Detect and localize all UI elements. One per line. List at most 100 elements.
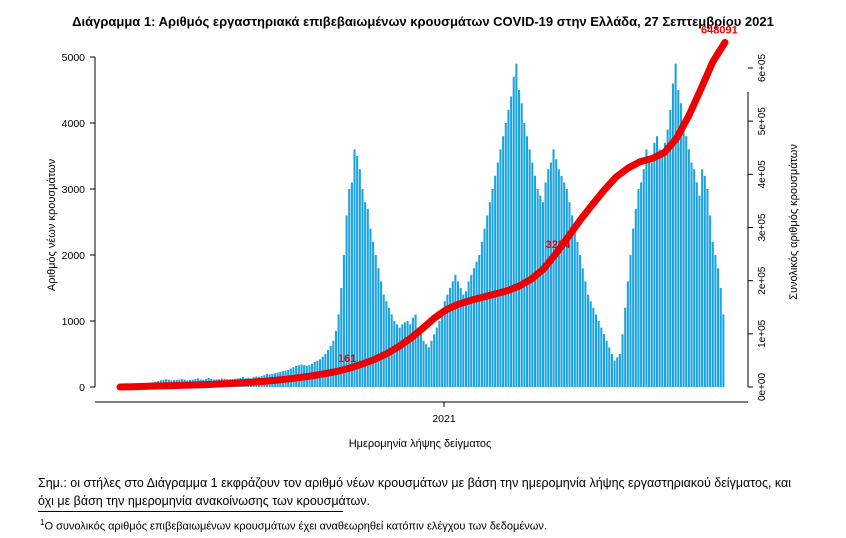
bar: [499, 149, 502, 387]
bar: [398, 327, 401, 387]
footnote-text: Ο συνολικός αριθμός επιβεβαιωμένων κρουσ…: [44, 520, 547, 533]
bar: [563, 182, 566, 387]
bar: [592, 307, 595, 387]
x-axis-label: Ημερομηνία λήψης δείγματος: [349, 438, 492, 450]
bar: [719, 288, 722, 387]
note-text: Σημ.: οι στήλες στο Διάγραμμα 1 εκφράζου…: [38, 476, 792, 508]
bar: [661, 156, 664, 387]
bar: [512, 76, 515, 388]
bar: [698, 195, 701, 387]
bar: [358, 169, 361, 387]
bar: [369, 228, 372, 387]
bar: [581, 268, 584, 387]
bar: [544, 182, 547, 387]
bar: [568, 202, 571, 387]
bar: [626, 281, 629, 387]
bar: [409, 324, 412, 387]
y2-tick-label: 6e+05: [757, 54, 768, 83]
bar: [663, 142, 667, 387]
x-tick-label: 2021: [432, 413, 456, 425]
line-annotation: 3224: [546, 239, 571, 251]
bar: [470, 274, 473, 387]
bar: [682, 123, 685, 387]
bar: [677, 90, 680, 387]
bar: [518, 90, 521, 387]
bar: [441, 311, 444, 387]
bar: [385, 301, 388, 387]
bar: [433, 334, 436, 387]
bar: [560, 175, 563, 387]
cumulative-line: [116, 38, 729, 391]
bar: [711, 241, 714, 387]
bar: [645, 149, 648, 387]
bar: [414, 314, 417, 387]
bar: [555, 159, 558, 387]
bar: [451, 281, 454, 387]
chart-area: 648091 3224 161 0 1000 2000 3000 4000 5000 0e+00…: [46, 24, 800, 450]
y2-tick-label: 4e+05: [757, 160, 768, 189]
bar: [403, 322, 406, 387]
bar: [605, 340, 608, 387]
bar: [475, 261, 478, 387]
bar: [632, 228, 635, 387]
bar: [576, 241, 579, 387]
bar: [329, 346, 332, 387]
bar: [353, 149, 356, 387]
bars-layer: [120, 63, 725, 388]
bar: [533, 175, 536, 387]
footnote-mark: 1: [40, 518, 45, 527]
bar: [624, 307, 627, 387]
bar: [388, 307, 391, 387]
bar: [597, 321, 600, 387]
bar: [459, 288, 462, 387]
bar: [656, 136, 659, 387]
bar: [515, 63, 518, 387]
bar: [520, 103, 523, 387]
y-tick-label: 2000: [62, 250, 86, 262]
bar: [621, 334, 624, 387]
cumulative-line-layer: 648091 3224 161: [116, 24, 738, 391]
bar: [457, 281, 460, 387]
note-underline: [38, 511, 343, 512]
bar: [629, 255, 632, 387]
bar: [693, 169, 696, 387]
bar: [565, 189, 568, 387]
y2-tick-label: 3e+05: [757, 213, 768, 242]
bar: [393, 321, 396, 387]
bar: [709, 215, 712, 387]
bar: [671, 83, 674, 388]
y-tick-label: 0: [79, 382, 85, 394]
bar: [435, 327, 438, 387]
bar: [589, 301, 592, 387]
bar: [640, 182, 643, 387]
bar: [364, 202, 367, 387]
bar: [374, 255, 377, 387]
y-tick-label: 1000: [62, 316, 86, 328]
y2-tick-label: 2e+05: [757, 266, 768, 295]
bar: [507, 109, 510, 388]
bar: [650, 162, 653, 387]
bar: [419, 334, 422, 387]
bar: [395, 324, 399, 387]
bar: [510, 96, 513, 387]
axes-layer: 0 1000 2000 3000 4000 5000 0e+00 1e+05 2e+05 3e+0…: [62, 52, 768, 425]
bar: [523, 123, 526, 387]
bar: [438, 321, 441, 387]
bar: [618, 354, 621, 387]
bar: [552, 149, 555, 387]
bar: [377, 268, 380, 387]
y2-tick-label: 0e+00: [757, 373, 768, 402]
bar: [486, 215, 489, 387]
bar: [541, 202, 544, 387]
bar: [690, 162, 693, 387]
bar: [701, 169, 704, 387]
bar: [464, 291, 468, 387]
bar: [425, 344, 428, 387]
bar: [653, 142, 656, 387]
y-axis-label: Αριθμός νέων κρουσμάτων: [46, 158, 58, 291]
bar: [372, 241, 375, 387]
bar: [608, 347, 611, 387]
bar: [528, 149, 531, 387]
bar: [454, 274, 457, 387]
bar: [491, 189, 494, 387]
